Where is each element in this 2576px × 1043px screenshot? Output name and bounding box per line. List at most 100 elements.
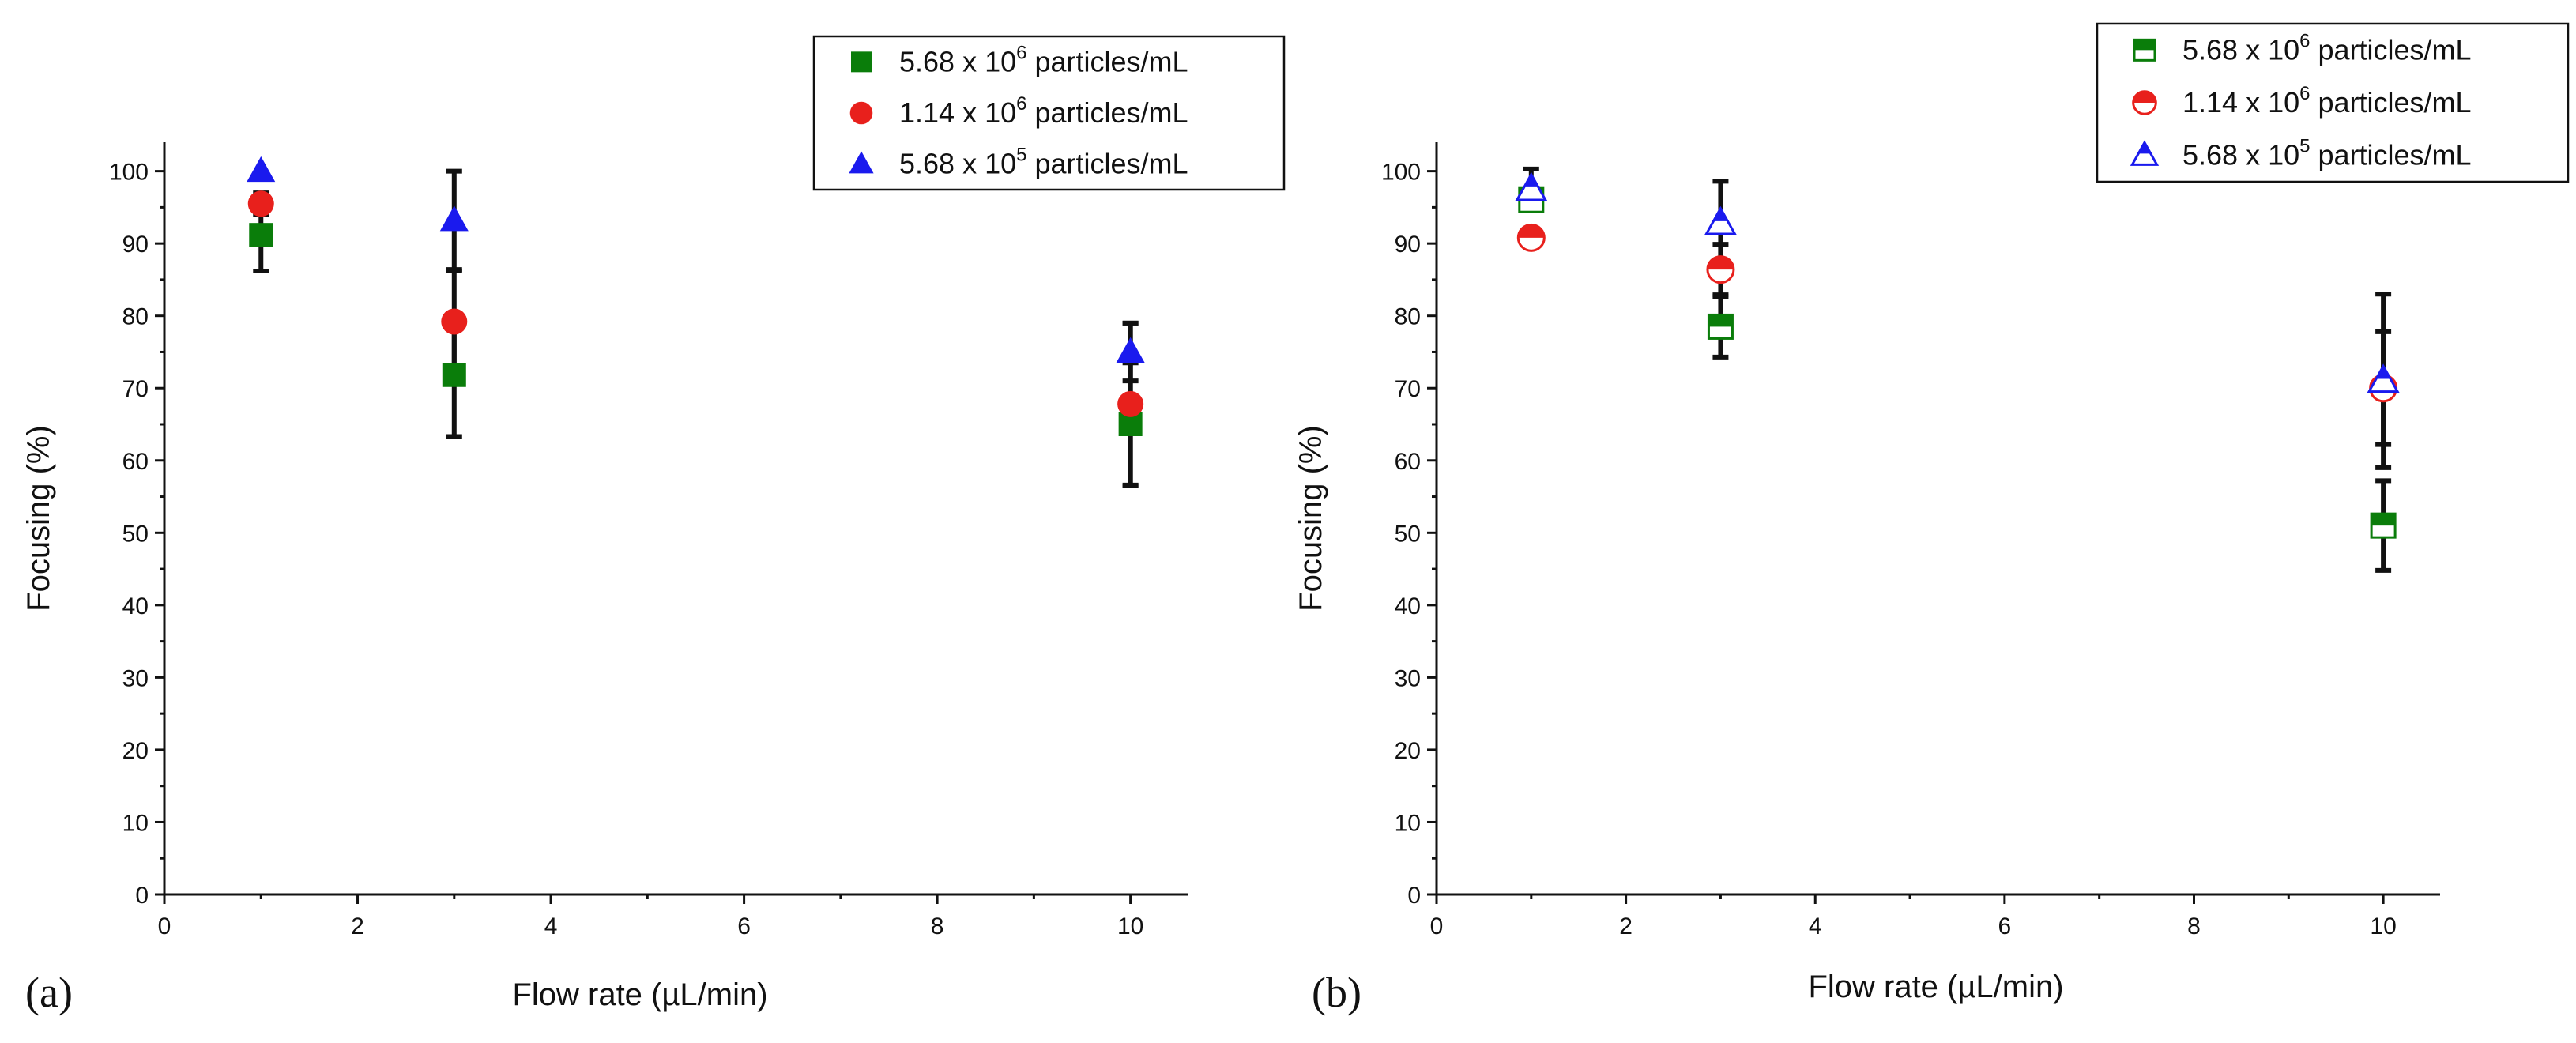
series-1-points: [1518, 186, 2397, 539]
y-tick-label: 0: [135, 883, 149, 909]
y-tick-label: 60: [1395, 449, 1421, 475]
marker-half-fill: [2133, 91, 2156, 103]
marker-body: [442, 363, 466, 387]
x-tick-label: 2: [351, 913, 364, 939]
marker-body: [1116, 337, 1145, 363]
series-1: [253, 196, 1139, 488]
x-tick-label: 0: [158, 913, 171, 939]
y-tick-label: 50: [1395, 521, 1421, 547]
data-point: [439, 205, 469, 232]
marker-half-fill: [1713, 208, 1728, 221]
x-tick-label: 6: [1998, 913, 2012, 939]
legend-marker: [849, 151, 874, 174]
legend-marker: [849, 101, 873, 125]
legend-label-base: 5.68 x 10: [2182, 33, 2299, 66]
data-point: [2370, 512, 2397, 539]
legend-label-unit: particles/mL: [2310, 139, 2471, 171]
data-point: [1706, 255, 1735, 284]
data-point: [247, 156, 276, 183]
y-axis-title: Focusing (%): [21, 425, 56, 612]
y-tick-label: 100: [109, 160, 149, 186]
data-point: [2367, 363, 2400, 393]
legend-label: 5.68 x 106 particles/mL: [899, 42, 1188, 77]
y-tick-label: 70: [1395, 376, 1421, 402]
x-axis-title: Flow rate (µL/min): [1808, 970, 2063, 1004]
legend-marker: [2132, 90, 2157, 115]
x-tick-label: 4: [544, 913, 558, 939]
data-point: [249, 223, 273, 247]
panel-label: (a): [25, 969, 73, 1016]
marker-half-fill: [1708, 314, 1733, 327]
y-tick-label: 90: [122, 232, 149, 258]
data-point: [1117, 390, 1144, 417]
legend-label: 5.68 x 106 particles/mL: [2182, 30, 2472, 66]
y-tick-label: 50: [122, 521, 149, 547]
legend-label-exponent: 5: [1016, 145, 1026, 166]
x-tick-label: 4: [1809, 913, 1822, 939]
legend-label-exponent: 6: [1016, 93, 1026, 115]
y-tick-label: 40: [122, 593, 149, 619]
y-tick-label: 60: [122, 449, 149, 475]
data-point: [442, 363, 466, 387]
y-tick-label: 100: [1381, 160, 1421, 186]
legend: 5.68 x 106 particles/mL1.14 x 106 partic…: [812, 35, 1286, 191]
y-tick-label: 30: [122, 665, 149, 691]
marker-half-fill: [2134, 40, 2155, 51]
marker-body: [247, 156, 276, 183]
legend-label-unit: particles/mL: [2310, 86, 2471, 119]
marker-body: [439, 205, 469, 232]
data-point: [1704, 205, 1737, 235]
legend-label: 5.68 x 105 particles/mL: [899, 145, 1188, 180]
x-axis-title: Flow rate (µL/min): [512, 977, 767, 1012]
y-tick-label: 20: [122, 738, 149, 764]
y-tick-label: 10: [1395, 810, 1421, 836]
data-point: [247, 190, 274, 217]
y-tick-label: 40: [1395, 593, 1421, 619]
y-axis-title: Focusing (%): [1294, 425, 1328, 612]
legend-box: [812, 35, 1286, 191]
marker-body: [1117, 390, 1144, 417]
series-3-points: [247, 156, 1145, 363]
legend-label-base: 1.14 x 10: [2182, 86, 2299, 119]
legend-label-base: 5.68 x 10: [899, 148, 1016, 180]
legend-box: [2096, 22, 2570, 183]
y-tick-label: 90: [1395, 232, 1421, 258]
marker-half-fill: [1518, 224, 1545, 238]
data-point: [1116, 337, 1145, 363]
y-tick-label: 20: [1395, 738, 1421, 764]
marker-half-fill: [1707, 256, 1734, 270]
legend-label: 5.68 x 105 particles/mL: [2182, 136, 2472, 171]
marker-body: [851, 51, 872, 73]
data-point: [1515, 171, 1548, 201]
marker-half-fill: [2376, 366, 2391, 379]
legend-label-exponent: 5: [2299, 136, 2310, 157]
data-point: [1516, 223, 1546, 252]
chart-panel: 0 10 20 30 40 50 60 70 80 90 100 0 2 4 6 8 10 Flow rate (…: [21, 35, 1286, 1016]
series-3-points: [1515, 171, 2400, 393]
legend: 5.68 x 106 particles/mL1.14 x 106 partic…: [2096, 22, 2570, 183]
legend-marker: [851, 51, 872, 73]
marker-half-fill: [2138, 142, 2151, 154]
marker-half-fill: [1523, 174, 1538, 187]
legend-label: 1.14 x 106 particles/mL: [2182, 83, 2472, 119]
y-tick-label: 80: [122, 304, 149, 330]
series-2: [253, 190, 1139, 488]
chart-panel: 0 10 20 30 40 50 60 70 80 90 100 0 2 4 6 8 10 Flow rate (…: [1294, 22, 2570, 1016]
legend-marker: [2133, 38, 2156, 62]
series-1: [1523, 186, 2392, 573]
legend-label-base: 5.68 x 10: [899, 45, 1016, 77]
marker-body: [849, 101, 873, 125]
x-tick-label: 6: [737, 913, 751, 939]
legend-label-base: 5.68 x 10: [2182, 139, 2299, 171]
x-tick-label: 10: [2370, 913, 2396, 939]
legend-label-unit: particles/mL: [1026, 45, 1188, 77]
marker-half-fill: [2371, 514, 2396, 526]
legend-label-exponent: 6: [2299, 30, 2310, 51]
series-3: [446, 168, 1139, 384]
legend-label-unit: particles/mL: [2310, 33, 2471, 66]
x-tick-label: 2: [1619, 913, 1633, 939]
y-tick-label: 10: [122, 810, 149, 836]
series-1-points: [249, 223, 1143, 436]
